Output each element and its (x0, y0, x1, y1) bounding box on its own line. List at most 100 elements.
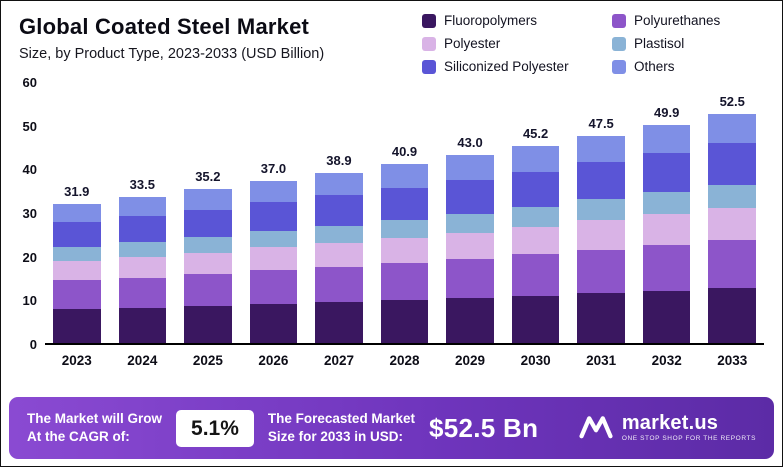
bar-segment (642, 192, 691, 215)
bar-stack (708, 113, 757, 343)
legend-label: Others (634, 59, 675, 74)
bar-total-label: 40.9 (391, 144, 418, 160)
x-axis-label: 2033 (717, 353, 748, 368)
bar-segment (708, 143, 757, 185)
bar-segment (642, 153, 691, 193)
legend-item: Fluoropolymers (422, 13, 612, 28)
bar-segment (511, 295, 560, 343)
bar-segment (380, 262, 429, 301)
bar-total-label: 47.5 (588, 115, 614, 131)
x-axis-label: 2026 (258, 353, 289, 368)
y-axis-tick-label: 0 (29, 337, 37, 352)
bar-segment (446, 258, 494, 299)
legend: Fluoropolymers Polyurethanes Polyester Plas… (422, 13, 770, 74)
bar-segment (315, 302, 363, 343)
legend-swatch (422, 13, 436, 28)
bar-segment (511, 207, 560, 227)
bar-segment (511, 254, 560, 296)
bar: 35.2 (184, 169, 232, 343)
bar-stack (642, 125, 691, 343)
bar-segment (642, 125, 691, 154)
y-axis-tick-label: 50 (22, 118, 37, 134)
bar-segment (708, 113, 757, 144)
y-axis-tick-label: 20 (22, 249, 37, 265)
bar-stack (249, 181, 298, 343)
cagr-label: The Market will Grow At the CAGR of: (27, 410, 162, 445)
bar-segment (118, 277, 167, 309)
cagr-label-line1: The Market will Grow (27, 411, 163, 427)
bar-segment (577, 161, 625, 200)
bar-segment (380, 237, 429, 263)
forecast-value: $52.5 Bn (428, 412, 539, 443)
bar-total-label: 33.5 (129, 176, 155, 192)
x-axis-label: 2029 (455, 353, 486, 368)
bar-segment (315, 243, 363, 267)
legend-swatch (612, 59, 626, 74)
plot-area: 31.9 33.5 35.2 37.0 38.9 40.9 43.0 45.2 47.5 49.9… (45, 83, 764, 368)
legend-item: Siliconized Polyester (422, 59, 612, 74)
bar-segment (446, 213, 494, 233)
chart-area: 0 10 20 30 40 50 60 31.9 33.5 35.2 37.0 38.9 40.9 43… (1, 75, 782, 368)
bar-segment (708, 287, 757, 343)
bars-row: 31.9 33.5 35.2 37.0 38.9 40.9 43.0 45.2 47.5 49.9… (45, 83, 764, 345)
bar-stack (53, 203, 101, 343)
bar-segment (184, 252, 232, 275)
bar-segment (708, 207, 757, 240)
bar-segment (708, 184, 757, 208)
bar-segment (511, 145, 560, 172)
bar-segment (184, 237, 232, 253)
bar-segment (642, 214, 691, 245)
bar-segment (446, 180, 494, 214)
legend-item: Polyester (422, 36, 612, 51)
brand-block[interactable]: market.us ONE STOP SHOP FOR THE REPORTS (579, 413, 756, 444)
bar: 31.9 (53, 184, 101, 343)
chart-header: Global Coated Steel Market Size, by Prod… (1, 1, 782, 65)
bar-segment (315, 173, 363, 196)
forecast-label-line1: The Forecasted Market (267, 411, 415, 427)
bar-segment (118, 308, 167, 343)
x-axis-label: 2031 (586, 353, 617, 368)
bar-segment (577, 135, 625, 162)
bar-segment (511, 226, 560, 255)
legend-swatch (422, 36, 436, 51)
bar-total-label: 45.2 (522, 125, 549, 141)
x-axis-label: 2030 (520, 353, 551, 368)
bar-segment (577, 220, 625, 250)
bar-segment (249, 231, 298, 248)
brand-text: market.us ONE STOP SHOP FOR THE REPORTS (622, 413, 756, 443)
bar-segment (380, 219, 429, 238)
x-axis-label: 2024 (127, 353, 158, 368)
legend-label: Fluoropolymers (444, 13, 538, 28)
bar: 33.5 (118, 176, 167, 343)
x-axis-label: 2032 (651, 353, 682, 368)
y-axis-tick-label: 30 (22, 206, 37, 221)
bar-segment (118, 257, 167, 278)
bar-segment (249, 304, 298, 343)
forecast-label: The Forecasted Market Size for 2033 in U… (268, 410, 415, 445)
bar-segment (249, 201, 298, 232)
bar-segment (53, 203, 101, 222)
bar-segment (53, 309, 101, 343)
legend-label: Siliconized Polyester (444, 59, 569, 74)
bar-segment (577, 249, 625, 294)
bar-segment (118, 196, 167, 216)
bar-segment (249, 181, 298, 202)
bar: 49.9 (642, 105, 691, 343)
marketus-logo-icon (579, 413, 613, 444)
brand-name: market.us (621, 412, 719, 435)
bar-total-label: 37.0 (260, 161, 287, 177)
bar-segment (184, 274, 232, 307)
x-axis-label: 2028 (389, 353, 420, 368)
bar-segment (118, 242, 167, 257)
bar: 45.2 (511, 125, 560, 343)
footer-banner: The Market will Grow At the CAGR of: 5.1… (9, 397, 774, 459)
bar-segment (53, 260, 101, 281)
bar-segment (53, 280, 101, 310)
chart-title: Global Coated Steel Market (19, 14, 310, 39)
bar-segment (446, 298, 494, 343)
bar: 47.5 (577, 116, 625, 343)
bar-total-label: 52.5 (719, 93, 745, 109)
x-axis-label: 2025 (192, 353, 223, 368)
bar-segment (249, 270, 298, 305)
